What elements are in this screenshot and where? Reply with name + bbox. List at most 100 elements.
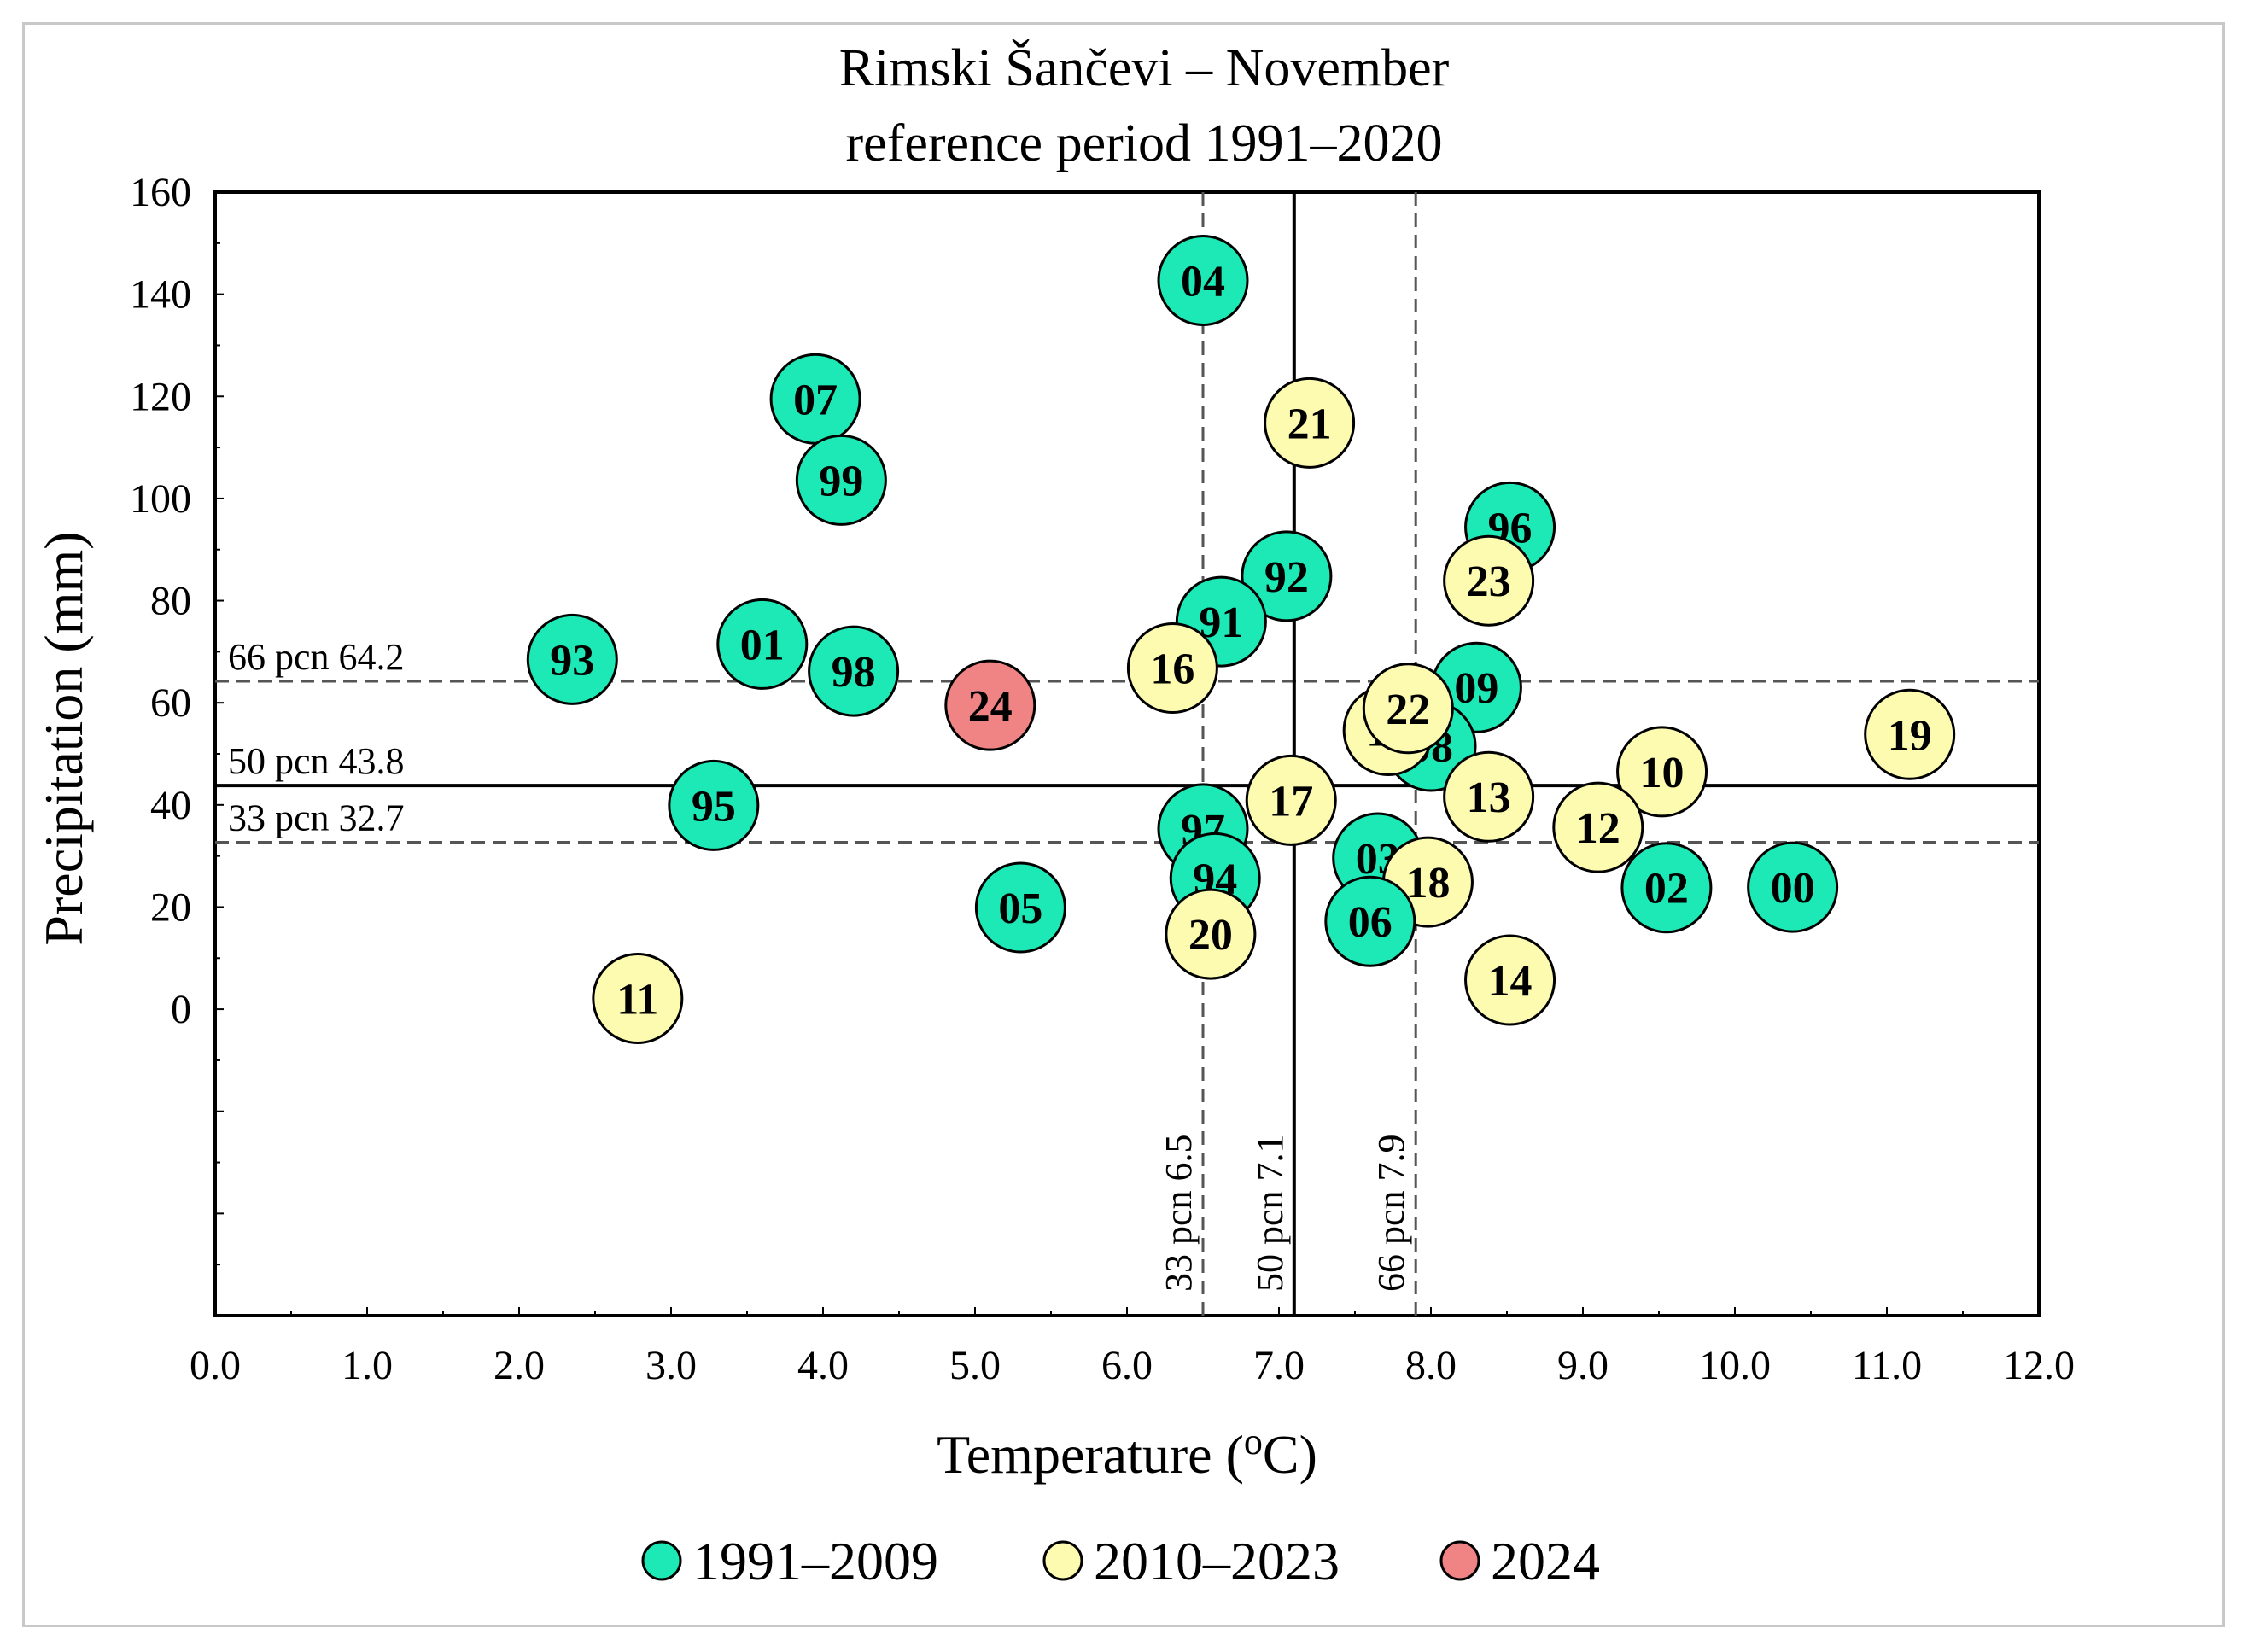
data-point-label: 19 [1888,711,1932,760]
data-point-marker [1443,534,1535,627]
data-point-marker [1552,781,1644,873]
data-point: 17 [1245,754,1337,846]
data-point: 92 [1241,530,1333,622]
temp-percentile-label: 50 pcn 7.1 [1249,1134,1291,1292]
x-tick-label: 2.0 [493,1343,545,1388]
data-point-marker [716,598,809,690]
legend-marker [1042,1540,1083,1581]
legend-marker [641,1540,682,1581]
x-tick-label: 8.0 [1405,1343,1457,1388]
temp-percentile-label: 66 pcn 7.9 [1370,1134,1412,1292]
data-point-label: 00 [1771,864,1815,913]
data-point-marker [1126,622,1218,715]
data-point: 06 [1324,875,1416,967]
data-point-label: 04 [1181,257,1225,306]
data-point-label: 05 [998,884,1042,933]
data-point: 00 [1747,841,1839,933]
y-tick-label: 160 [130,170,191,215]
y-tick-label: 120 [130,374,191,419]
data-point-marker [1616,726,1708,818]
data-point-marker [1264,377,1356,469]
x-tick-label: 0.0 [190,1343,241,1388]
precip-percentile-label: 33 pcn 32.7 [228,797,405,838]
data-point-label: 92 [1264,553,1309,602]
data-point: 14 [1464,934,1556,1026]
data-point-marker [974,861,1066,954]
data-point-marker [808,625,900,717]
data-point: 98 [808,625,900,717]
data-point-marker [668,759,760,851]
data-point-label: 16 [1150,645,1194,694]
data-point: 10 [1616,726,1708,818]
data-point-marker [526,613,618,705]
data-point-label: 98 [832,648,876,697]
data-point: 02 [1620,842,1713,934]
data-point: 19 [1864,688,1956,780]
data-point-marker [1864,688,1956,780]
data-point: 21 [1264,377,1356,469]
data-point-label: 18 [1405,859,1450,908]
data-point: 12 [1552,781,1644,873]
data-point-label: 11 [616,976,658,1024]
data-point: 01 [716,598,809,690]
data-point-label: 22 [1386,686,1430,734]
data-point: 07 [769,353,861,445]
y-tick-label: 0 [171,987,191,1032]
data-point-marker [1362,663,1454,755]
y-tick-label: 140 [130,272,191,318]
legend-label: 2024 [1491,1531,1600,1591]
x-tick-label: 9.0 [1557,1343,1609,1388]
data-point: 13 [1443,750,1535,843]
data-point-marker [944,659,1036,751]
data-point: 11 [592,953,684,1045]
data-point-label: 09 [1454,664,1498,713]
y-tick-label: 80 [150,579,191,624]
x-axis: 0.0 1.0 2.0 3.0 4.0 5.0 6.0 7.0 8.0 9.0 10.0 11.0 12… [190,1307,2075,1388]
data-point-label: 12 [1576,804,1620,853]
data-point-label: 20 [1188,911,1233,960]
data-point-marker [1157,234,1249,326]
data-point-label: 17 [1269,777,1313,826]
data-point-label: 23 [1467,557,1511,606]
y-tick-label: 20 [150,884,191,930]
y-axis-title: Precipitation (mm) [33,531,94,945]
data-point: 99 [795,434,887,526]
data-point-marker [1165,888,1257,980]
y-tick-label: 60 [150,680,191,726]
data-point-label: 21 [1287,400,1332,448]
data-point-label: 13 [1467,773,1511,822]
legend-label: 2010–2023 [1094,1531,1340,1591]
data-point-label: 95 [692,782,736,831]
data-point-marker [592,953,684,1045]
data-point: 24 [944,659,1036,751]
y-tick-label: 40 [150,783,191,828]
data-point-marker [1324,875,1416,967]
data-point: 23 [1443,534,1535,627]
data-point-label: 99 [819,457,863,505]
data-point-label: 07 [793,376,838,424]
x-tick-label: 4.0 [797,1343,849,1388]
data-point-marker [1443,750,1535,843]
data-point-marker [1747,841,1839,933]
data-point-label: 93 [550,636,594,685]
legend-label: 1991–2009 [692,1531,938,1591]
data-point: 93 [526,613,618,705]
legend: 1991–2009 2010–2023 2024 [641,1531,1600,1591]
data-point: 95 [668,759,760,851]
chart-subtitle: reference period 1991–2020 [846,114,1443,172]
y-axis: 160 140 120 100 80 60 40 20 0 [130,170,224,1316]
data-point-marker [795,434,887,526]
data-points: 0407992196922391930198162409081522191095… [526,234,1956,1045]
x-tick-label: 6.0 [1101,1343,1153,1388]
x-axis-title: Temperature (oC) [937,1421,1317,1485]
data-point-marker [1245,754,1337,846]
data-point: 22 [1362,663,1454,755]
x-tick-label: 11.0 [1852,1343,1922,1388]
precip-percentile-label: 50 pcn 43.8 [228,740,405,782]
data-point: 04 [1157,234,1249,326]
legend-marker [1439,1540,1480,1581]
x-tick-label: 7.0 [1253,1343,1305,1388]
x-tick-label: 12.0 [2003,1343,2075,1388]
data-point: 20 [1165,888,1257,980]
